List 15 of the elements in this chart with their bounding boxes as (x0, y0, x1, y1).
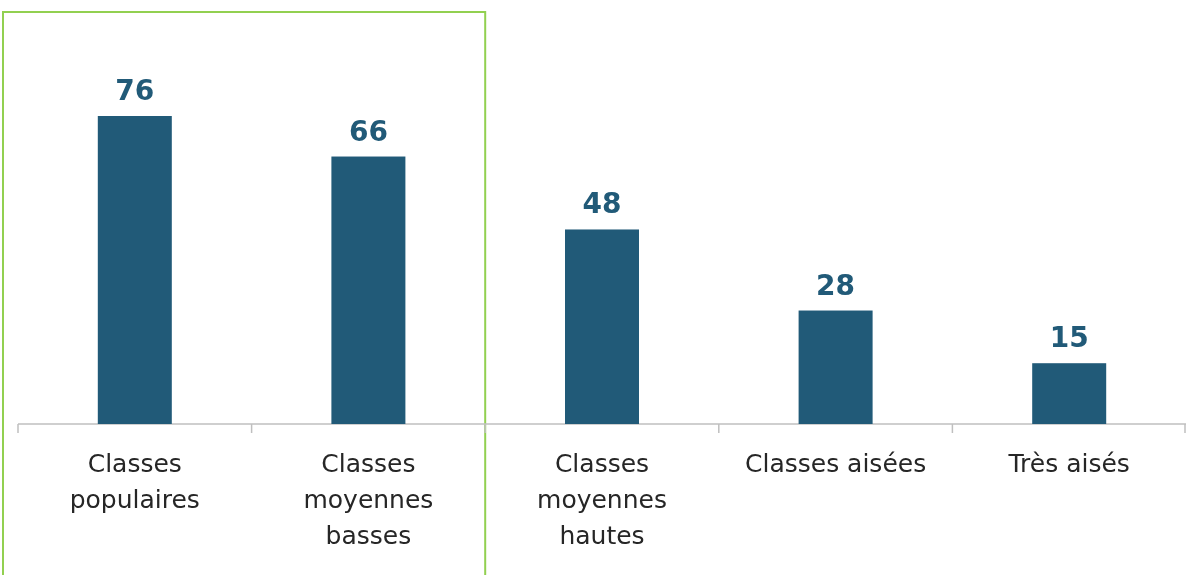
data-label: 48 (582, 187, 622, 221)
x-tick-label: Classes moyennes basses (303, 449, 434, 550)
data-label: 15 (1049, 321, 1089, 355)
bar (97, 116, 172, 424)
x-tick-label: Classes populaires (69, 449, 200, 514)
x-tick-label: Classes moyennes hautes (537, 449, 667, 550)
data-label: 66 (348, 114, 388, 148)
bar (798, 310, 873, 424)
bar (565, 229, 639, 424)
x-tick-label: Très aisés (1007, 449, 1130, 478)
data-label: 28 (816, 268, 856, 302)
data-label: 76 (115, 74, 155, 107)
bar (1032, 363, 1107, 424)
x-tick-label: Classes aisées (745, 449, 927, 478)
bar (331, 156, 406, 424)
